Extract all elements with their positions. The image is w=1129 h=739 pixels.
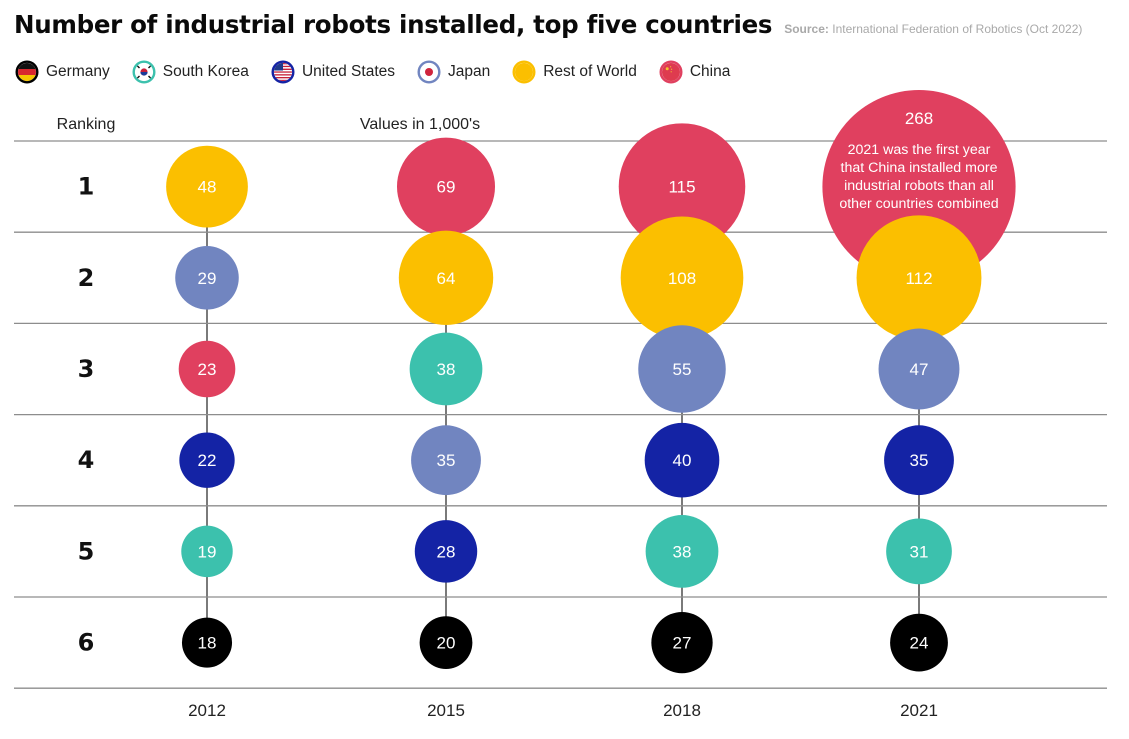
bubble-value-label: 38 bbox=[673, 542, 692, 561]
bubble-value-label: 112 bbox=[905, 269, 932, 288]
ranking-header: Ranking bbox=[57, 116, 116, 133]
legend-label: Japan bbox=[448, 63, 491, 80]
source-label: Source: bbox=[784, 22, 829, 36]
bubble-2021-united-states bbox=[884, 425, 954, 496]
bubble-value-label: 64 bbox=[437, 269, 456, 288]
legend-label: South Korea bbox=[162, 63, 249, 80]
bubble-value-label: 55 bbox=[673, 360, 692, 379]
source-text: International Federation of Robotics (Oc… bbox=[832, 22, 1083, 36]
bubble-2018-south-korea bbox=[645, 515, 719, 588]
bubble-2012-south-korea bbox=[181, 525, 233, 578]
rest-of-world-dot-icon bbox=[512, 60, 536, 84]
bubble-value-label: 48 bbox=[198, 178, 217, 197]
bubble-2018-china bbox=[618, 123, 746, 250]
bubble-value-label: 18 bbox=[198, 634, 217, 653]
bubble-value-label: 35 bbox=[437, 451, 456, 470]
bubble-value-label: 23 bbox=[198, 360, 217, 379]
year-label: 2021 bbox=[900, 701, 938, 720]
bubble-2015-south-korea bbox=[409, 332, 483, 406]
bubble-value-label: 28 bbox=[437, 542, 456, 561]
bubble-value-label: 31 bbox=[910, 542, 929, 561]
bubble-2015-united-states bbox=[414, 520, 478, 583]
united-states-flag-icon bbox=[271, 60, 295, 84]
bubble-2018-united-states bbox=[644, 422, 720, 498]
legend: Germany South Korea United States Japan Rest… bbox=[14, 57, 751, 87]
legend-item-rest-of-world: Rest of World bbox=[511, 59, 637, 85]
bubble-2021-japan bbox=[878, 328, 960, 410]
chart-title: Number of industrial robots installed, t… bbox=[14, 10, 773, 39]
legend-label: United States bbox=[301, 63, 395, 80]
rank-label: 1 bbox=[78, 173, 95, 201]
bubble-2021-south-korea bbox=[886, 518, 952, 585]
bubble-value-label: 38 bbox=[437, 360, 456, 379]
bubble-2021-germany bbox=[890, 613, 948, 672]
rank-label: 6 bbox=[78, 629, 95, 657]
bubble-2018-japan bbox=[638, 325, 726, 413]
bubble-value-label: 20 bbox=[437, 634, 456, 653]
year-label: 2018 bbox=[663, 701, 701, 720]
bubble-2015-japan bbox=[411, 425, 481, 496]
bubble-2018-germany bbox=[651, 611, 713, 674]
bubble-value-label: 40 bbox=[673, 451, 692, 470]
south-korea-flag-icon bbox=[132, 60, 156, 84]
legend-label: Rest of World bbox=[543, 63, 637, 80]
legend-item-south-korea: South Korea bbox=[131, 59, 249, 85]
bubble-value-label: 268 bbox=[905, 109, 933, 128]
rank-label: 2 bbox=[78, 264, 95, 292]
year-label: 2012 bbox=[188, 701, 226, 720]
bubble-2012-rest-of-world bbox=[166, 145, 248, 228]
legend-label: China bbox=[689, 63, 731, 80]
bubble-2015-rest-of-world bbox=[398, 230, 494, 325]
bubble-2012-china bbox=[178, 340, 236, 398]
title-row: Number of industrial robots installed, t… bbox=[14, 10, 1119, 44]
bubble-value-label: 69 bbox=[437, 178, 456, 197]
legend-item-united-states: United States bbox=[270, 59, 395, 85]
bubble-2015-germany bbox=[419, 616, 473, 669]
bubble-value-label: 22 bbox=[198, 451, 217, 470]
bubble-value-label: 29 bbox=[198, 269, 217, 288]
bubble-value-label: 27 bbox=[673, 634, 692, 653]
bubble-2012-germany bbox=[181, 617, 233, 668]
year-label: 2015 bbox=[427, 701, 465, 720]
legend-item-germany: Germany bbox=[14, 59, 110, 85]
bubble-value-label: 108 bbox=[668, 269, 696, 288]
source-note: Source: International Federation of Robo… bbox=[784, 22, 1082, 36]
rank-label: 5 bbox=[78, 537, 95, 565]
bubble-2012-united-states bbox=[179, 432, 235, 488]
rank-label: 4 bbox=[78, 446, 95, 474]
japan-flag-icon bbox=[417, 60, 441, 84]
bubble-value-label: 24 bbox=[910, 634, 929, 653]
germany-flag-icon bbox=[15, 60, 39, 84]
bubble-2018-rest-of-world bbox=[620, 216, 744, 340]
units-note: Values in 1,000's bbox=[360, 116, 480, 133]
bubble-2015-china bbox=[396, 137, 496, 236]
bubble-2021-china bbox=[822, 90, 1016, 284]
legend-item-china: China bbox=[658, 59, 731, 85]
china-flag-icon bbox=[659, 60, 683, 84]
bubble-value-label: 19 bbox=[198, 542, 217, 561]
rank-label: 3 bbox=[78, 355, 95, 383]
legend-label: Germany bbox=[46, 63, 110, 80]
bubble-value-label: 115 bbox=[668, 178, 695, 197]
bubble-value-label: 35 bbox=[910, 451, 929, 470]
bubble-value-label: 47 bbox=[910, 360, 929, 379]
bubble-2012-japan bbox=[175, 246, 239, 310]
china-2021-annotation: 2021 was the first year that China instal… bbox=[839, 142, 998, 212]
bubble-2021-rest-of-world bbox=[856, 215, 982, 341]
legend-item-japan: Japan bbox=[416, 59, 490, 85]
